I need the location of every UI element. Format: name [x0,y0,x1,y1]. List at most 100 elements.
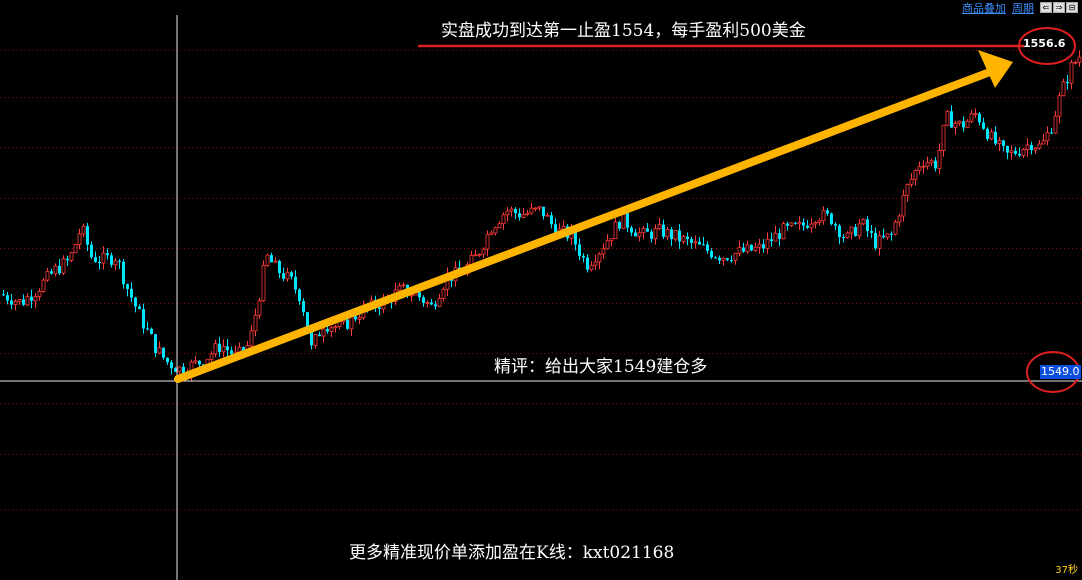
candle [177,366,182,375]
candle [806,220,809,230]
candle [333,324,338,333]
candle [101,246,106,270]
candle [550,211,553,229]
candle [302,298,305,317]
candle [877,230,882,256]
candle [98,256,101,270]
candle [866,216,869,238]
candle [657,217,662,231]
candle [505,207,510,222]
candle [285,267,290,282]
candle [1069,59,1074,90]
overlay-link[interactable]: 商品叠加 [962,1,1006,15]
candle [870,224,873,239]
candle [25,292,30,307]
target-price-circle [1018,27,1076,65]
candle [989,128,994,141]
trend-arrow [174,50,1013,383]
candle [13,299,18,311]
candle [605,234,610,250]
candle [762,239,765,253]
window-icon[interactable]: ⊟ [1066,2,1078,13]
candle [737,240,742,257]
candle [885,233,890,240]
candle [270,252,273,263]
candle [1014,146,1017,156]
candle [226,339,229,357]
candle [653,224,658,245]
candle [978,111,981,126]
candle [686,232,689,246]
candle [130,282,133,303]
candle [678,224,681,249]
candle [81,223,86,238]
candle [118,258,121,269]
candle [897,213,902,227]
candle [37,288,42,301]
candle [1018,147,1021,158]
candle [821,206,826,225]
candle [797,216,802,230]
candle [146,321,149,331]
candle [529,202,534,215]
candle [765,232,770,254]
candle [126,283,129,297]
candle [434,300,437,310]
candle [473,249,478,257]
candle [994,126,997,146]
candle [94,251,97,263]
candle [953,120,958,135]
candle [17,298,22,306]
candle [997,136,1002,151]
arrow-right-icon[interactable]: ⇒ [1053,2,1065,13]
candle [718,255,721,265]
candle [693,235,698,249]
candle [142,303,145,334]
candle [425,300,430,308]
candle [86,222,89,252]
candle [586,254,589,273]
candle [941,124,946,157]
candle [789,222,794,228]
candle [802,218,805,231]
candle [845,231,850,239]
candle [929,158,934,167]
nav-buttons: ⇐ ⇒ ⊟ [1040,2,1078,13]
candle [578,238,581,261]
candle [346,317,349,330]
candle [982,117,985,130]
candle [1061,78,1066,97]
candle [497,221,502,229]
candle [861,218,866,226]
candle [110,252,113,268]
candle [882,228,885,239]
candle [681,234,686,245]
candle [221,339,226,358]
candle [282,267,285,282]
candle [917,161,922,175]
candle [1053,110,1058,134]
candle [834,222,837,231]
candle [950,105,953,128]
candle [618,220,621,231]
candle [925,156,930,170]
candle [634,228,637,237]
period-link[interactable]: 周期 [1012,1,1034,15]
candle [786,221,789,231]
candle [521,207,526,219]
candle [1077,50,1082,67]
candle [921,160,926,174]
candle [278,259,281,279]
candle [1037,140,1042,150]
candle [106,248,109,260]
candle [690,236,693,249]
candle [650,229,653,243]
candle [430,298,433,306]
candle [1009,145,1014,160]
arrow-left-icon[interactable]: ⇐ [1040,2,1052,13]
candle [525,209,530,217]
candle [493,226,498,236]
candle [501,212,506,230]
candle [830,212,833,226]
